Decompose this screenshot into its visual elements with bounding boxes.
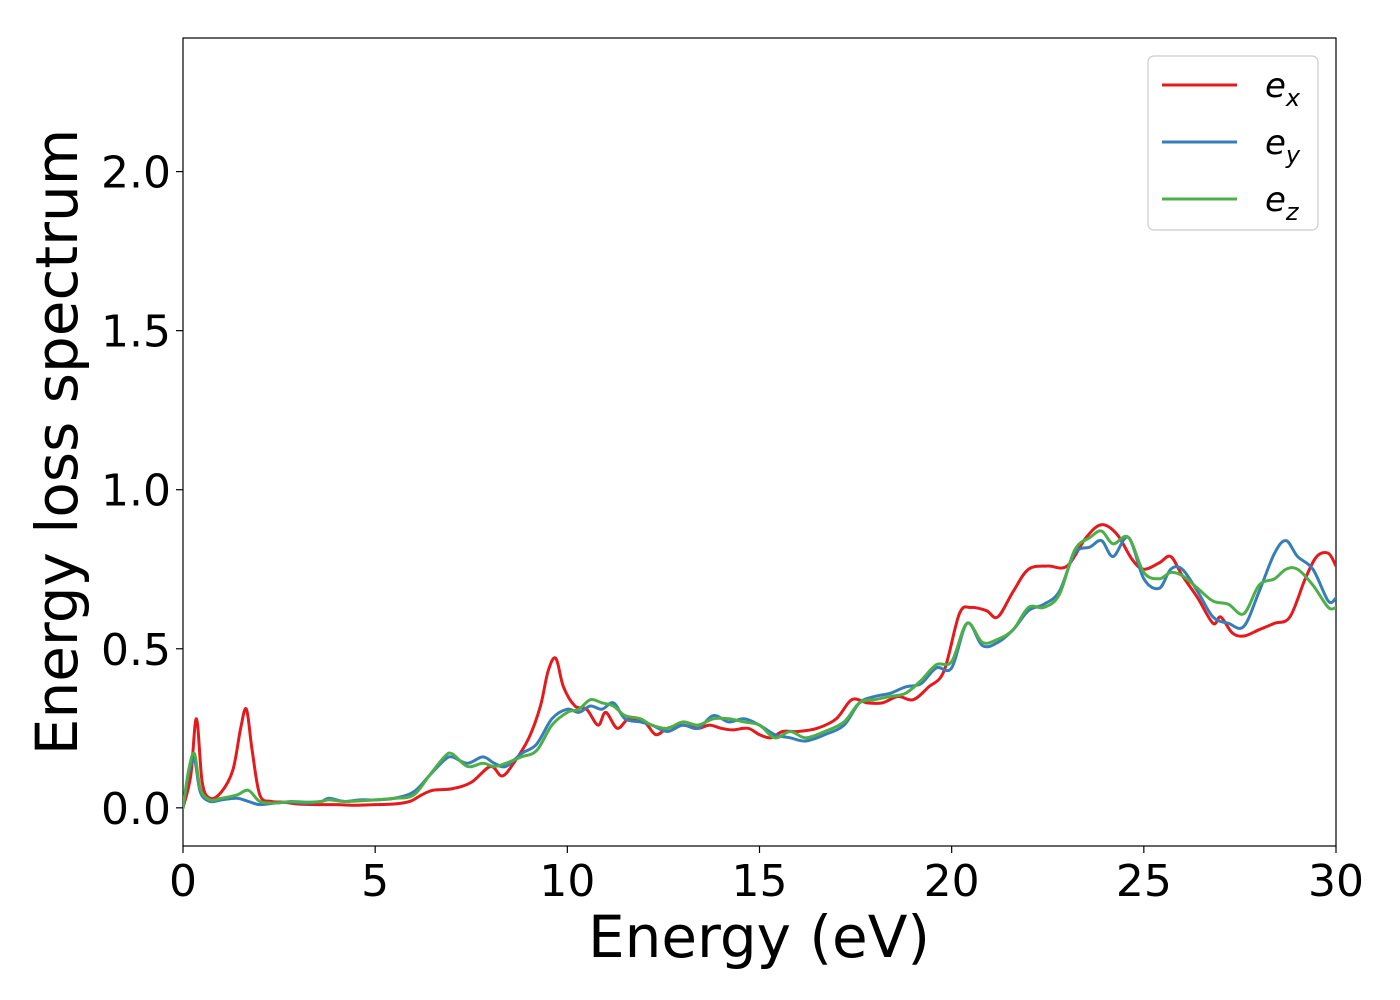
- series-layer: [183, 523, 1336, 810]
- x-tick-label: 10: [539, 856, 595, 907]
- y-tick-label: 0.5: [101, 625, 171, 676]
- y-axis: 0.0 0.5 1.0 1.5 2.0: [101, 148, 183, 835]
- y-tick-label: 1.0: [101, 466, 171, 517]
- x-axis: 0 5 10 15 20 25 30: [169, 846, 1364, 907]
- y-tick-label: 2.0: [101, 148, 171, 199]
- legend-label-x: ex: [1265, 66, 1301, 112]
- x-tick-label: 25: [1116, 856, 1172, 907]
- legend-label-z: ez: [1265, 180, 1300, 226]
- x-tick-label: 30: [1308, 856, 1364, 907]
- series-line-z: [183, 529, 1336, 810]
- legend-label-subscript: y: [1285, 141, 1301, 169]
- x-tick-label: 0: [169, 856, 197, 907]
- plot-frame: [182, 37, 1337, 847]
- legend-label-base: e: [1265, 66, 1286, 106]
- x-tick-label: 5: [361, 856, 389, 907]
- legend-label-y: ey: [1265, 123, 1301, 169]
- legend-label-subscript: z: [1285, 198, 1300, 226]
- plot-area: [182, 37, 1337, 847]
- x-axis-title: Energy (eV): [588, 903, 930, 971]
- legend-label-base: e: [1265, 123, 1286, 163]
- legend-label-subscript: x: [1285, 84, 1301, 112]
- y-tick-label: 0.0: [101, 784, 171, 835]
- y-axis-title: Energy loss spectrum: [23, 129, 91, 755]
- x-tick-label: 15: [732, 856, 788, 907]
- series-line-x: [183, 523, 1336, 810]
- legend-label-base: e: [1265, 180, 1286, 220]
- y-tick-label: 1.5: [101, 307, 171, 358]
- x-tick-label: 20: [924, 856, 980, 907]
